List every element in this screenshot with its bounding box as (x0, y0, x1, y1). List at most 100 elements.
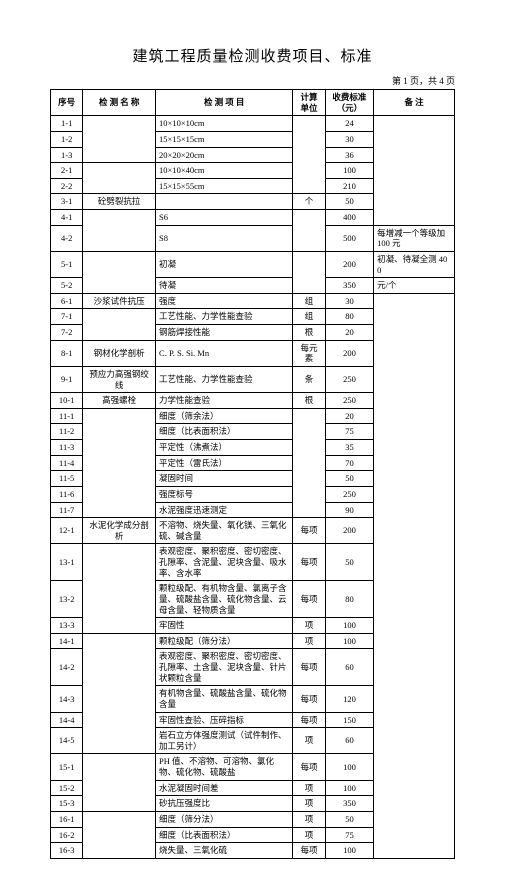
cell-seq: 2-2 (51, 178, 83, 194)
cell-seq: 15-1 (51, 754, 83, 780)
cell-unit: 根 (293, 325, 325, 341)
cell-unit: 每项 (293, 712, 325, 728)
cell-seq: 13-1 (51, 544, 83, 581)
cell-name: 沙浆试件抗压 (83, 293, 156, 309)
cell-std: 20 (325, 325, 373, 341)
cell-seq: 11-4 (51, 455, 83, 471)
cell-std: 30 (325, 131, 373, 147)
cell-seq: 7-2 (51, 325, 83, 341)
cell-std: 350 (325, 796, 373, 812)
cell-std: 120 (325, 686, 373, 712)
cell-name: 高强螺栓 (83, 393, 156, 409)
cell-std: 250 (325, 366, 373, 392)
cell-std: 200 (325, 251, 373, 277)
cell-seq: 4-1 (51, 210, 83, 226)
table-row: 1-110×10×10cm24 (51, 116, 455, 132)
cell-unit (293, 210, 325, 252)
cell-note (374, 116, 455, 225)
col-note: 备 注 (374, 90, 455, 116)
cell-item: 15×15×15cm (156, 131, 293, 147)
cell-item: 钢筋焊接性能 (156, 325, 293, 341)
cell-unit: 组 (293, 309, 325, 325)
col-name: 检 测 名 称 (83, 90, 156, 116)
cell-std: 350 (325, 278, 373, 294)
cell-std: 80 (325, 581, 373, 618)
cell-item: 20×20×20cm (156, 147, 293, 163)
cell-unit: 条 (293, 366, 325, 392)
cell-std: 60 (325, 649, 373, 686)
cell-unit: 每项 (293, 754, 325, 780)
cell-name (83, 163, 156, 194)
cell-seq: 5-1 (51, 251, 83, 277)
cell-seq: 11-1 (51, 408, 83, 424)
cell-seq: 13-3 (51, 618, 83, 634)
cell-item: C. P. S. Si. Mn (156, 340, 293, 366)
cell-item: 10×10×40cm (156, 163, 293, 179)
cell-unit: 每项 (293, 843, 325, 859)
cell-seq: 4-2 (51, 225, 83, 251)
cell-name: 预应力高强钢绞线 (83, 366, 156, 392)
cell-unit: 每项 (293, 581, 325, 618)
cell-item: 初凝 (156, 251, 293, 277)
cell-seq: 15-3 (51, 796, 83, 812)
cell-name: 砼劈裂抗拉 (83, 194, 156, 210)
cell-name (83, 754, 156, 812)
cell-std: 100 (325, 780, 373, 796)
cell-item: 细度（比表面积法） (156, 424, 293, 440)
cell-seq: 13-2 (51, 581, 83, 618)
cell-std: 80 (325, 309, 373, 325)
cell-unit: 项 (293, 633, 325, 649)
cell-seq: 16-2 (51, 827, 83, 843)
cell-unit: 根 (293, 393, 325, 409)
cell-seq: 1-3 (51, 147, 83, 163)
cell-item: 工艺性能、力学性能查验 (156, 366, 293, 392)
cell-item: 烧失量、三氧化硫 (156, 843, 293, 859)
cell-std: 100 (325, 633, 373, 649)
cell-name (83, 811, 156, 858)
cell-seq: 5-2 (51, 278, 83, 294)
cell-seq: 11-7 (51, 502, 83, 518)
cell-std: 100 (325, 618, 373, 634)
cell-unit: 项 (293, 827, 325, 843)
cell-name: 钢材化学剖析 (83, 340, 156, 366)
cell-seq: 16-3 (51, 843, 83, 859)
cell-std: 200 (325, 518, 373, 544)
cell-unit: 每项 (293, 518, 325, 544)
cell-std: 50 (325, 811, 373, 827)
cell-item: 细度（比表面积法） (156, 827, 293, 843)
cell-std: 500 (325, 225, 373, 251)
cell-name (83, 408, 156, 517)
cell-std: 210 (325, 178, 373, 194)
cell-note (374, 293, 455, 858)
cell-seq: 15-2 (51, 780, 83, 796)
col-unit: 计算单位 (293, 90, 325, 116)
cell-seq: 10-1 (51, 393, 83, 409)
cell-std: 50 (325, 544, 373, 581)
cell-seq: 16-1 (51, 811, 83, 827)
cell-item: 颗粒级配、有机物含量、氯离子含量、硫酸盐含量、硫化物含量、云母含量、轻物质含量 (156, 581, 293, 618)
cell-item: 砂抗压强度比 (156, 796, 293, 812)
cell-name (83, 251, 156, 293)
cell-seq: 6-1 (51, 293, 83, 309)
table-row: 6-1沙浆试件抗压强度组30 (51, 293, 455, 309)
cell-item: 力学性能查验 (156, 393, 293, 409)
cell-unit: 项 (293, 796, 325, 812)
cell-name (83, 633, 156, 754)
cell-seq: 12-1 (51, 518, 83, 544)
cell-item: 表观密度、聚积密度、密切密度、孔隙率、含泥量、泥块含量、吸水率、含水率 (156, 544, 293, 581)
cell-seq: 3-1 (51, 194, 83, 210)
cell-std: 30 (325, 293, 373, 309)
col-std: 收费标准（元） (325, 90, 373, 116)
cell-seq: 11-5 (51, 471, 83, 487)
page-title: 建筑工程质量检测收费项目、标准 (50, 45, 455, 66)
cell-seq: 2-1 (51, 163, 83, 179)
cell-std: 35 (325, 440, 373, 456)
cell-unit: 项 (293, 618, 325, 634)
cell-seq: 7-1 (51, 309, 83, 325)
cell-unit: 每项 (293, 686, 325, 712)
cell-item: 牢固性 (156, 618, 293, 634)
cell-seq: 1-1 (51, 116, 83, 132)
cell-unit: 项 (293, 811, 325, 827)
cell-item: 工艺性能、力学性能查验 (156, 309, 293, 325)
cell-note: 元/个 (374, 278, 455, 294)
